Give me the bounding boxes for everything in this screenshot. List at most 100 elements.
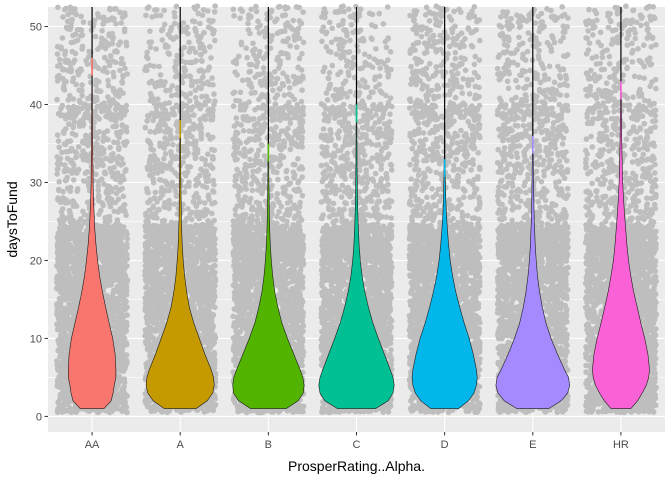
jitter-point (188, 216, 195, 223)
jitter-point (209, 75, 215, 81)
jitter-point (111, 73, 117, 80)
jitter-point (174, 119, 180, 125)
jitter-point (55, 304, 62, 310)
jitter-point (198, 132, 204, 139)
jitter-point (92, 33, 99, 40)
jitter-point (159, 168, 165, 174)
jitter-point (122, 340, 128, 346)
jitter-point (210, 323, 216, 329)
jitter-point (113, 403, 120, 409)
jitter-point (193, 57, 199, 64)
jitter-point (142, 124, 149, 131)
jitter-point (98, 266, 105, 272)
jitter-point (208, 108, 214, 114)
jitter-point (174, 52, 181, 59)
jitter-point (97, 252, 104, 258)
jitter-point (102, 283, 109, 289)
jitter-point (114, 308, 120, 315)
jitter-point (169, 105, 176, 112)
jitter-point (119, 386, 125, 393)
jitter-point (186, 98, 193, 104)
jitter-point (80, 178, 87, 184)
jitter-point (121, 28, 128, 35)
jitter-point (61, 130, 67, 136)
jitter-point (206, 64, 213, 70)
jitter-point (100, 162, 106, 169)
jitter-point (202, 174, 209, 180)
jitter-point (158, 313, 164, 320)
jitter-point (162, 79, 168, 85)
jitter-point (105, 82, 112, 89)
jitter-point (112, 233, 118, 239)
jitter-point (158, 27, 165, 34)
jitter-point (54, 279, 60, 286)
jitter-point (160, 269, 167, 275)
jitter-point (69, 78, 76, 85)
jitter-point (207, 44, 213, 50)
jitter-point (207, 136, 213, 142)
jitter-point (86, 53, 92, 60)
jitter-point (166, 187, 172, 194)
jitter-point (169, 83, 176, 89)
jitter-point (94, 103, 101, 110)
jitter-point (170, 36, 177, 42)
jitter-point (123, 124, 130, 131)
jitter-point (67, 323, 74, 329)
jitter-point (156, 63, 162, 70)
jitter-point (111, 155, 117, 162)
jitter-point (159, 296, 165, 303)
jitter-point (58, 44, 64, 50)
jitter-point (145, 199, 151, 206)
jitter-point (200, 44, 207, 51)
jitter-point (58, 105, 64, 112)
jitter-point (65, 11, 71, 18)
jitter-point (147, 90, 154, 97)
jitter-point (71, 200, 78, 206)
jitter-point (74, 289, 81, 296)
jitter-point (66, 305, 73, 311)
jitter-point (62, 48, 69, 55)
jitter-point (147, 128, 153, 135)
jitter-point (67, 92, 73, 99)
jitter-point (55, 313, 61, 319)
jitter-point (77, 118, 84, 125)
jitter-point (104, 196, 111, 202)
jitter-point (104, 106, 110, 112)
jitter-point (95, 187, 101, 194)
jitter-point (118, 104, 124, 111)
jitter-point (192, 290, 199, 297)
jitter-point (77, 99, 83, 106)
jitter-point (118, 55, 125, 62)
jitter-point (57, 155, 64, 162)
jitter-point (147, 353, 153, 360)
jitter-point (70, 103, 77, 110)
jitter-point (93, 146, 99, 152)
jitter-point (161, 7, 167, 14)
jitter-point (124, 241, 130, 247)
jitter-point (166, 260, 172, 267)
jitter-point (209, 146, 215, 153)
jitter-point (71, 119, 78, 125)
jitter-point (67, 65, 74, 71)
jitter-point (208, 55, 214, 61)
jitter-point (55, 138, 62, 144)
jitter-point (107, 144, 113, 151)
jitter-point (70, 124, 76, 131)
jitter-point (78, 13, 84, 20)
jitter-point (61, 112, 67, 119)
jitter-point (54, 132, 61, 138)
jitter-point (99, 200, 105, 206)
jitter-point (188, 78, 195, 84)
jitter-point (67, 7, 74, 13)
jitter-point (202, 200, 208, 206)
jitter-point (161, 275, 168, 282)
jitter-point (197, 199, 203, 205)
jitter-point (119, 227, 126, 233)
jitter-point (166, 272, 172, 279)
jitter-point (122, 365, 128, 372)
jitter-point (124, 71, 130, 77)
jitter-point (60, 387, 66, 394)
jitter-point (121, 280, 128, 286)
jitter-point (188, 107, 194, 113)
jitter-point (119, 408, 126, 415)
